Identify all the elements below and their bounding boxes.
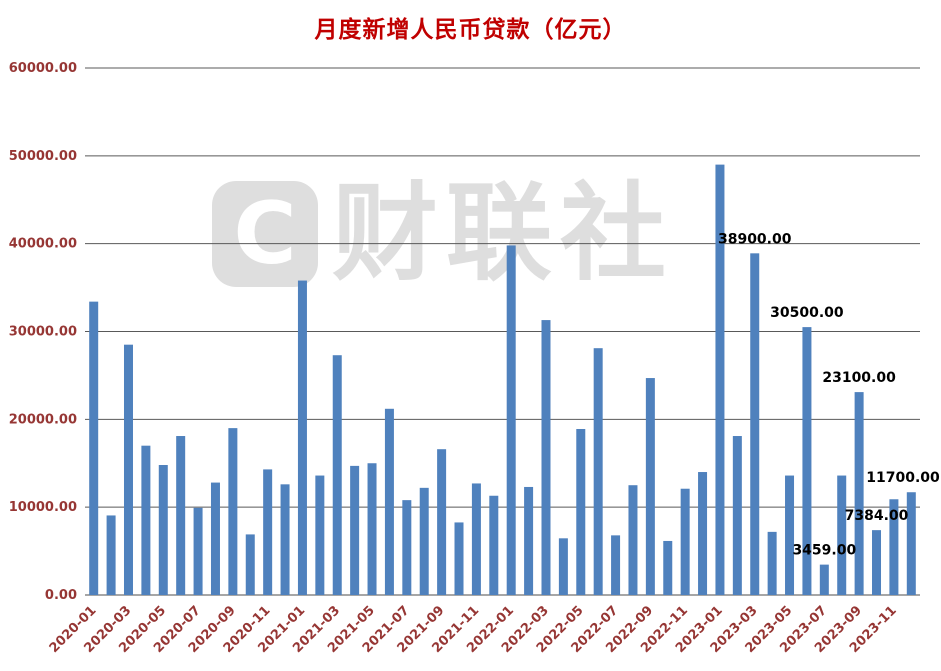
bar <box>210 482 220 595</box>
bar <box>315 475 325 595</box>
bar <box>593 348 603 595</box>
bar <box>663 540 673 595</box>
bar <box>471 483 481 595</box>
bar <box>837 475 847 595</box>
y-axis-label: 40000.00 <box>9 237 77 252</box>
bar <box>489 495 499 595</box>
bar <box>750 253 760 595</box>
y-axis-label: 50000.00 <box>9 149 77 164</box>
bar <box>280 484 290 595</box>
bar <box>402 500 412 595</box>
bar <box>732 436 742 595</box>
data-label: 3459.00 <box>792 543 856 559</box>
bar <box>384 408 394 595</box>
bar <box>524 486 534 595</box>
bar <box>889 499 899 595</box>
bar <box>193 507 203 595</box>
bar <box>158 465 168 595</box>
bar <box>228 428 238 595</box>
bar <box>854 392 864 595</box>
data-label: 30500.00 <box>770 305 844 321</box>
y-axis-label: 20000.00 <box>9 412 77 427</box>
bar <box>263 469 273 595</box>
bar <box>176 436 186 595</box>
bar <box>628 485 638 595</box>
bar <box>767 531 777 595</box>
bar <box>367 463 377 595</box>
data-label: 7384.00 <box>845 508 909 524</box>
watermark-text: 财联社 <box>332 172 674 295</box>
bar <box>698 472 708 595</box>
bar <box>297 280 307 595</box>
bar <box>332 355 342 595</box>
bar <box>123 344 133 595</box>
bar <box>350 465 360 595</box>
y-axis-label: 0.00 <box>45 588 77 603</box>
bar <box>576 428 586 595</box>
bar <box>906 492 916 595</box>
bar <box>141 445 151 595</box>
bar <box>437 449 447 595</box>
y-axis-label: 30000.00 <box>9 325 77 340</box>
bar <box>715 164 725 595</box>
bar <box>419 487 429 595</box>
bar <box>819 564 829 595</box>
bar <box>611 535 621 595</box>
data-label: 11700.00 <box>866 470 940 486</box>
bar <box>645 378 655 595</box>
bar <box>454 522 464 595</box>
cailianshe-logo-icon: C <box>212 181 318 287</box>
y-axis-label: 10000.00 <box>9 500 77 515</box>
bar <box>506 245 516 595</box>
bar <box>106 515 116 595</box>
bar <box>785 475 795 595</box>
bar <box>558 538 568 595</box>
data-label: 38900.00 <box>718 231 792 247</box>
bar <box>245 534 255 595</box>
bar <box>541 320 551 595</box>
watermark: C 财联社 <box>212 181 674 287</box>
bar <box>872 530 882 595</box>
bar <box>89 301 99 595</box>
chart-title: 月度新增人民币贷款（亿元） <box>314 17 627 43</box>
data-label: 23100.00 <box>822 370 896 386</box>
y-axis-label: 60000.00 <box>9 61 77 76</box>
bar <box>802 327 812 595</box>
bar <box>680 488 690 595</box>
